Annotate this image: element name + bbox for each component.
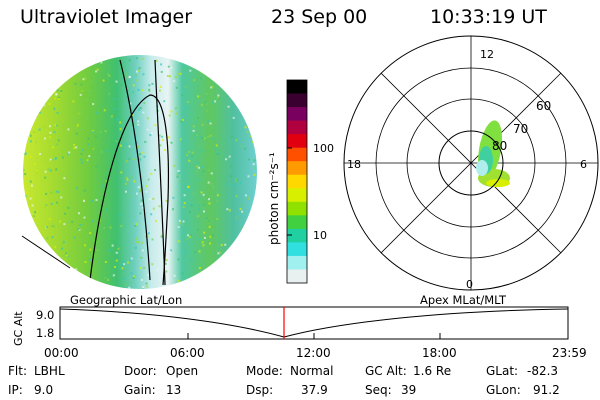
colorbar-cell — [287, 161, 307, 176]
polar-ring-80 — [438, 130, 504, 196]
parameter-footer: Flt: LBHL Door: Open Mode: Normal GC Alt… — [8, 364, 560, 397]
timeline-x-tick-1200: 12:00 — [296, 346, 331, 360]
footer-dsp-value: 37.9 — [301, 383, 328, 397]
footer-mode-value: Normal — [290, 364, 333, 378]
colorbar-cell — [287, 147, 307, 162]
timeline-x-tick-1800: 18:00 — [422, 346, 457, 360]
colorbar-unit-label: photon cm⁻²s⁻¹ — [267, 152, 281, 245]
timeline-x-tick-2359: 23:59 — [552, 346, 587, 360]
footer-flt-label: Flt: — [8, 364, 27, 378]
polar-label-6: 6 — [580, 158, 587, 171]
geographic-grid — [89, 59, 169, 286]
footer-gain-value: 13 — [166, 383, 181, 397]
footer-glat-value: -82.3 — [527, 364, 558, 378]
colorbar-cell — [287, 255, 307, 270]
footer-mode-label: Mode: — [246, 364, 283, 378]
colorbar-tick-10: 10 — [313, 229, 327, 242]
footer-seq-label: Seq: — [365, 383, 392, 397]
timeline-y-tick-9: 9.0 — [36, 308, 54, 322]
colorbar-cell — [287, 80, 307, 95]
colorbar-cell — [287, 228, 307, 243]
timeline-x-tick-0000: 00:00 — [44, 346, 79, 360]
colorbar-cell — [287, 201, 307, 216]
colorbar-cell — [287, 174, 307, 189]
polar-lat-80: 80 — [492, 139, 507, 153]
uv-image-disc — [21, 55, 257, 289]
polar-grid — [344, 36, 598, 290]
footer-dsp-label: Dsp: — [246, 383, 273, 397]
aurora-oval — [476, 120, 510, 187]
footer-glon-value: 91.2 — [533, 383, 560, 397]
footer-door-label: Door: — [124, 364, 157, 378]
footer-seq-value: 39 — [401, 383, 416, 397]
colorbar-cell — [287, 93, 307, 108]
footer-gcalt-value: 1.6 Re — [413, 364, 451, 378]
date-readout: 23 Sep 00 — [271, 6, 368, 28]
polar-label-18: 18 — [347, 158, 361, 171]
footer-glat-label: GLat: — [486, 364, 518, 378]
timeline-left-label: Geographic Lat/Lon — [70, 293, 182, 307]
polar-lat-70: 70 — [513, 122, 528, 136]
altitude-timeline: Geographic Lat/Lon Apex MLat/MLT GC Alt … — [12, 293, 587, 360]
footer-flt-value: LBHL — [34, 364, 65, 378]
time-readout: 10:33:19 UT — [430, 6, 547, 28]
footer-glon-label: GLon: — [486, 383, 521, 397]
color-bar: 100 10 photon cm⁻²s⁻¹ — [267, 79, 334, 284]
colorbar-cell — [287, 215, 307, 230]
timeline-right-label: Apex MLat/MLT — [420, 293, 507, 307]
footer-gcalt-label: GC Alt: — [365, 364, 407, 378]
off-disc-line — [21, 235, 71, 269]
timeline-y-tick-1-8: 1.8 — [36, 326, 54, 340]
footer-door-value: Open — [166, 364, 198, 378]
colorbar-cell — [287, 188, 307, 203]
timeline-y-label: GC Alt — [12, 311, 25, 346]
imager-title: Ultraviolet Imager — [20, 6, 193, 28]
colorbar-cell — [287, 134, 307, 149]
colorbar-tick-100: 100 — [313, 142, 334, 155]
timeline-x-tick-0600: 06:00 — [170, 346, 205, 360]
colorbar-cell — [287, 269, 307, 284]
polar-plot: 12 0 18 6 60 70 80 — [343, 35, 599, 291]
colorbar-cell — [287, 242, 307, 257]
colorbar-cell — [287, 107, 307, 122]
altitude-curve — [59, 308, 569, 338]
footer-gain-label: Gain: — [124, 383, 156, 397]
footer-ip-value: 9.0 — [34, 383, 53, 397]
polar-lat-60: 60 — [536, 99, 551, 113]
footer-ip-label: IP: — [8, 383, 23, 397]
polar-label-12: 12 — [480, 48, 494, 61]
colorbar-cell — [287, 120, 307, 135]
polar-label-0: 0 — [466, 278, 473, 291]
